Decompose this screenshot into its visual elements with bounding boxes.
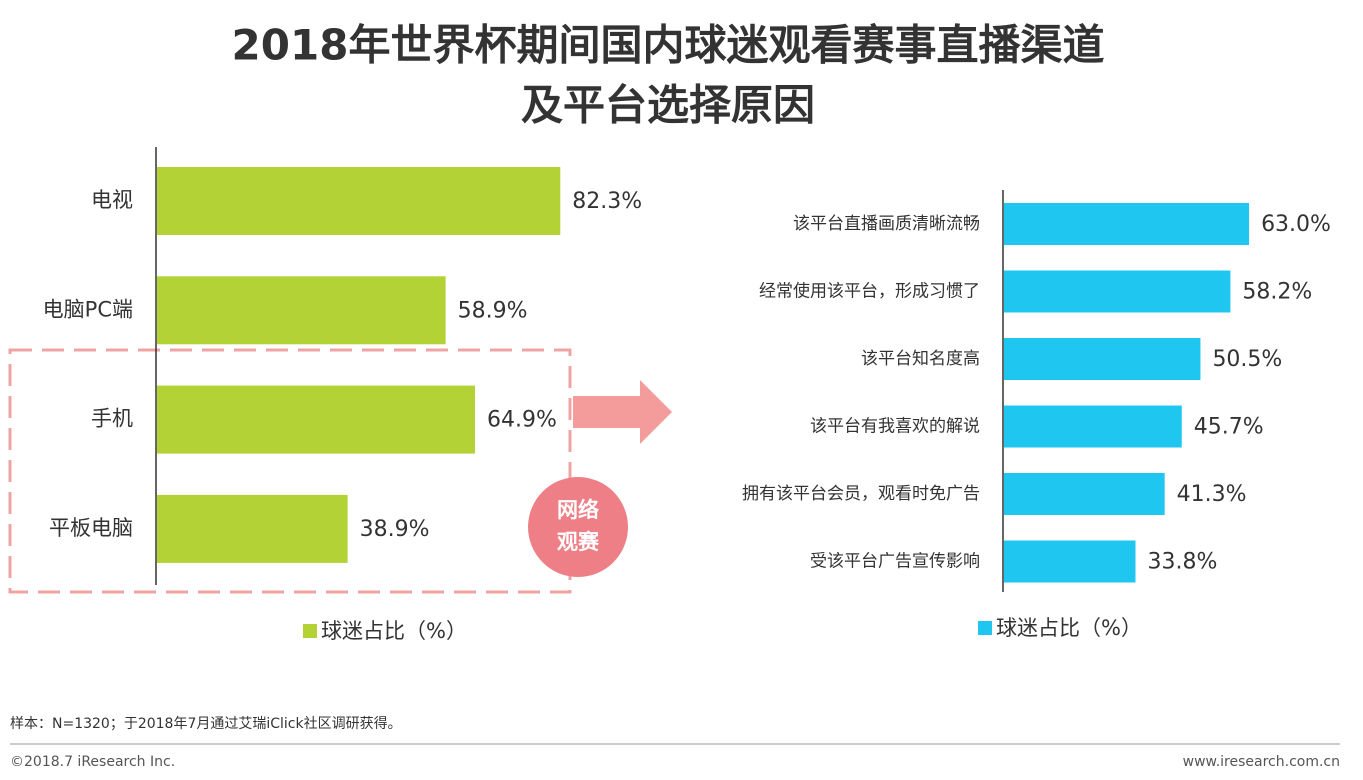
category-label: 该平台知名度高	[861, 349, 980, 369]
value-label: 41.3%	[1177, 482, 1247, 507]
category-label: 电视	[91, 188, 133, 212]
bar	[157, 494, 348, 563]
legend-label: 球迷占比（%）	[321, 619, 467, 643]
category-label: 拥有该平台会员，观看时免广告	[742, 484, 980, 504]
value-label: 58.2%	[1242, 280, 1312, 305]
legend-swatch	[978, 621, 992, 635]
bar	[1004, 270, 1231, 313]
note: 样本：N=1320；于2018年7月通过艾瑞iClick社区调研获得。	[10, 715, 402, 732]
value-label: 63.0%	[1261, 212, 1331, 237]
bar	[157, 167, 561, 235]
category-label: 该平台直播画质清晰流畅	[793, 214, 980, 234]
category-label: 电脑PC端	[43, 297, 133, 321]
bar	[1004, 473, 1165, 515]
bar	[1004, 540, 1136, 583]
bar	[157, 276, 446, 345]
category-label: 手机	[91, 407, 133, 431]
bar	[1004, 405, 1182, 448]
value-label: 64.9%	[487, 408, 557, 433]
bar	[1004, 338, 1201, 380]
badge-text: 网络	[557, 498, 599, 522]
legend-swatch	[303, 624, 317, 638]
highlight-box	[8, 348, 572, 594]
bar	[1004, 203, 1250, 245]
title: 2018年世界杯期间国内球迷观看赛事直播渠道	[232, 21, 1105, 70]
value-label: 50.5%	[1212, 347, 1282, 372]
category-label: 平板电脑	[49, 516, 133, 540]
website: www.iresearch.com.cn	[1183, 754, 1340, 770]
category-label: 受该平台广告宣传影响	[810, 552, 980, 572]
category-label: 经常使用该平台，形成习惯了	[759, 281, 980, 302]
title: 及平台选择原因	[521, 81, 815, 130]
value-label: 33.8%	[1147, 550, 1217, 575]
value-label: 45.7%	[1194, 415, 1264, 440]
legend-label: 球迷占比（%）	[996, 616, 1142, 640]
arrow	[573, 380, 672, 444]
bar	[157, 385, 476, 454]
copyright: ©2018.7 iResearch Inc.	[10, 754, 175, 770]
value-label: 82.3%	[572, 189, 642, 214]
value-label: 58.9%	[458, 298, 528, 323]
badge	[528, 477, 628, 577]
value-label: 38.9%	[360, 517, 430, 542]
category-label: 该平台有我喜欢的解说	[810, 417, 980, 437]
badge-text: 观赛	[557, 530, 600, 554]
